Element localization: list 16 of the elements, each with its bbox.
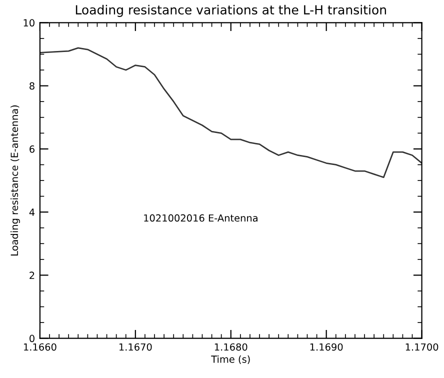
x-tick-label: 1.1660 (24, 343, 56, 351)
annotation: 1021002016 E-Antenna (144, 214, 258, 222)
y-axis-title: Loading resistance (E-antenna) (10, 105, 20, 256)
y-tick-label: 0 (30, 334, 34, 342)
y-tick-label: 10 (24, 19, 34, 27)
x-tick-label: 1.1690 (310, 343, 343, 351)
x-tick-label: 1.1670 (119, 343, 152, 351)
y-tick-label: 8 (30, 82, 34, 90)
y-tick-label: 6 (30, 145, 34, 153)
x-tick-label: 1.1700 (406, 343, 438, 351)
y-tick-label: 2 (30, 272, 34, 279)
x-tick-label: 1.1680 (214, 343, 248, 351)
line-series (40, 47, 422, 178)
y-tick-label: 4 (29, 208, 35, 216)
chart-title: Loading resistance variations at the L-H transition (76, 4, 386, 17)
x-axis-title: Time (s) (211, 355, 250, 364)
